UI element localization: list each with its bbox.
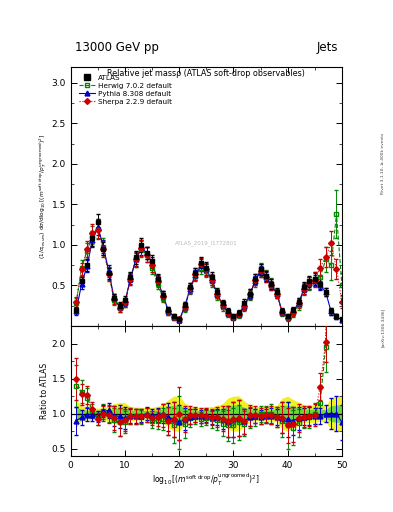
Text: [arXiv:1306.3436]: [arXiv:1306.3436] — [381, 308, 385, 347]
Legend: ATLAS, Herwig 7.0.2 default, Pythia 8.308 default, Sherpa 2.2.9 default: ATLAS, Herwig 7.0.2 default, Pythia 8.30… — [77, 73, 174, 106]
Text: ATLAS_2019_I1772801: ATLAS_2019_I1772801 — [175, 240, 238, 246]
X-axis label: $\log_{10}[(m^{\rm soft\ drop}/p_T^{\rm ungroomed})^2]$: $\log_{10}[(m^{\rm soft\ drop}/p_T^{\rm … — [152, 472, 260, 488]
Y-axis label: $(1/\sigma_{\mathrm{resum}})\ \mathrm{d}\sigma/\mathrm{d}\log_{10}[(m^{\mathrm{s: $(1/\sigma_{\mathrm{resum}})\ \mathrm{d}… — [37, 134, 49, 259]
Text: 13000 GeV pp: 13000 GeV pp — [75, 41, 158, 54]
Y-axis label: Ratio to ATLAS: Ratio to ATLAS — [40, 363, 49, 419]
Text: Jets: Jets — [316, 41, 338, 54]
Text: Rivet 3.1.10, ≥ 400k events: Rivet 3.1.10, ≥ 400k events — [381, 133, 385, 195]
Text: Relative jet massρ (ATLAS soft-drop observables): Relative jet massρ (ATLAS soft-drop obse… — [107, 69, 305, 78]
